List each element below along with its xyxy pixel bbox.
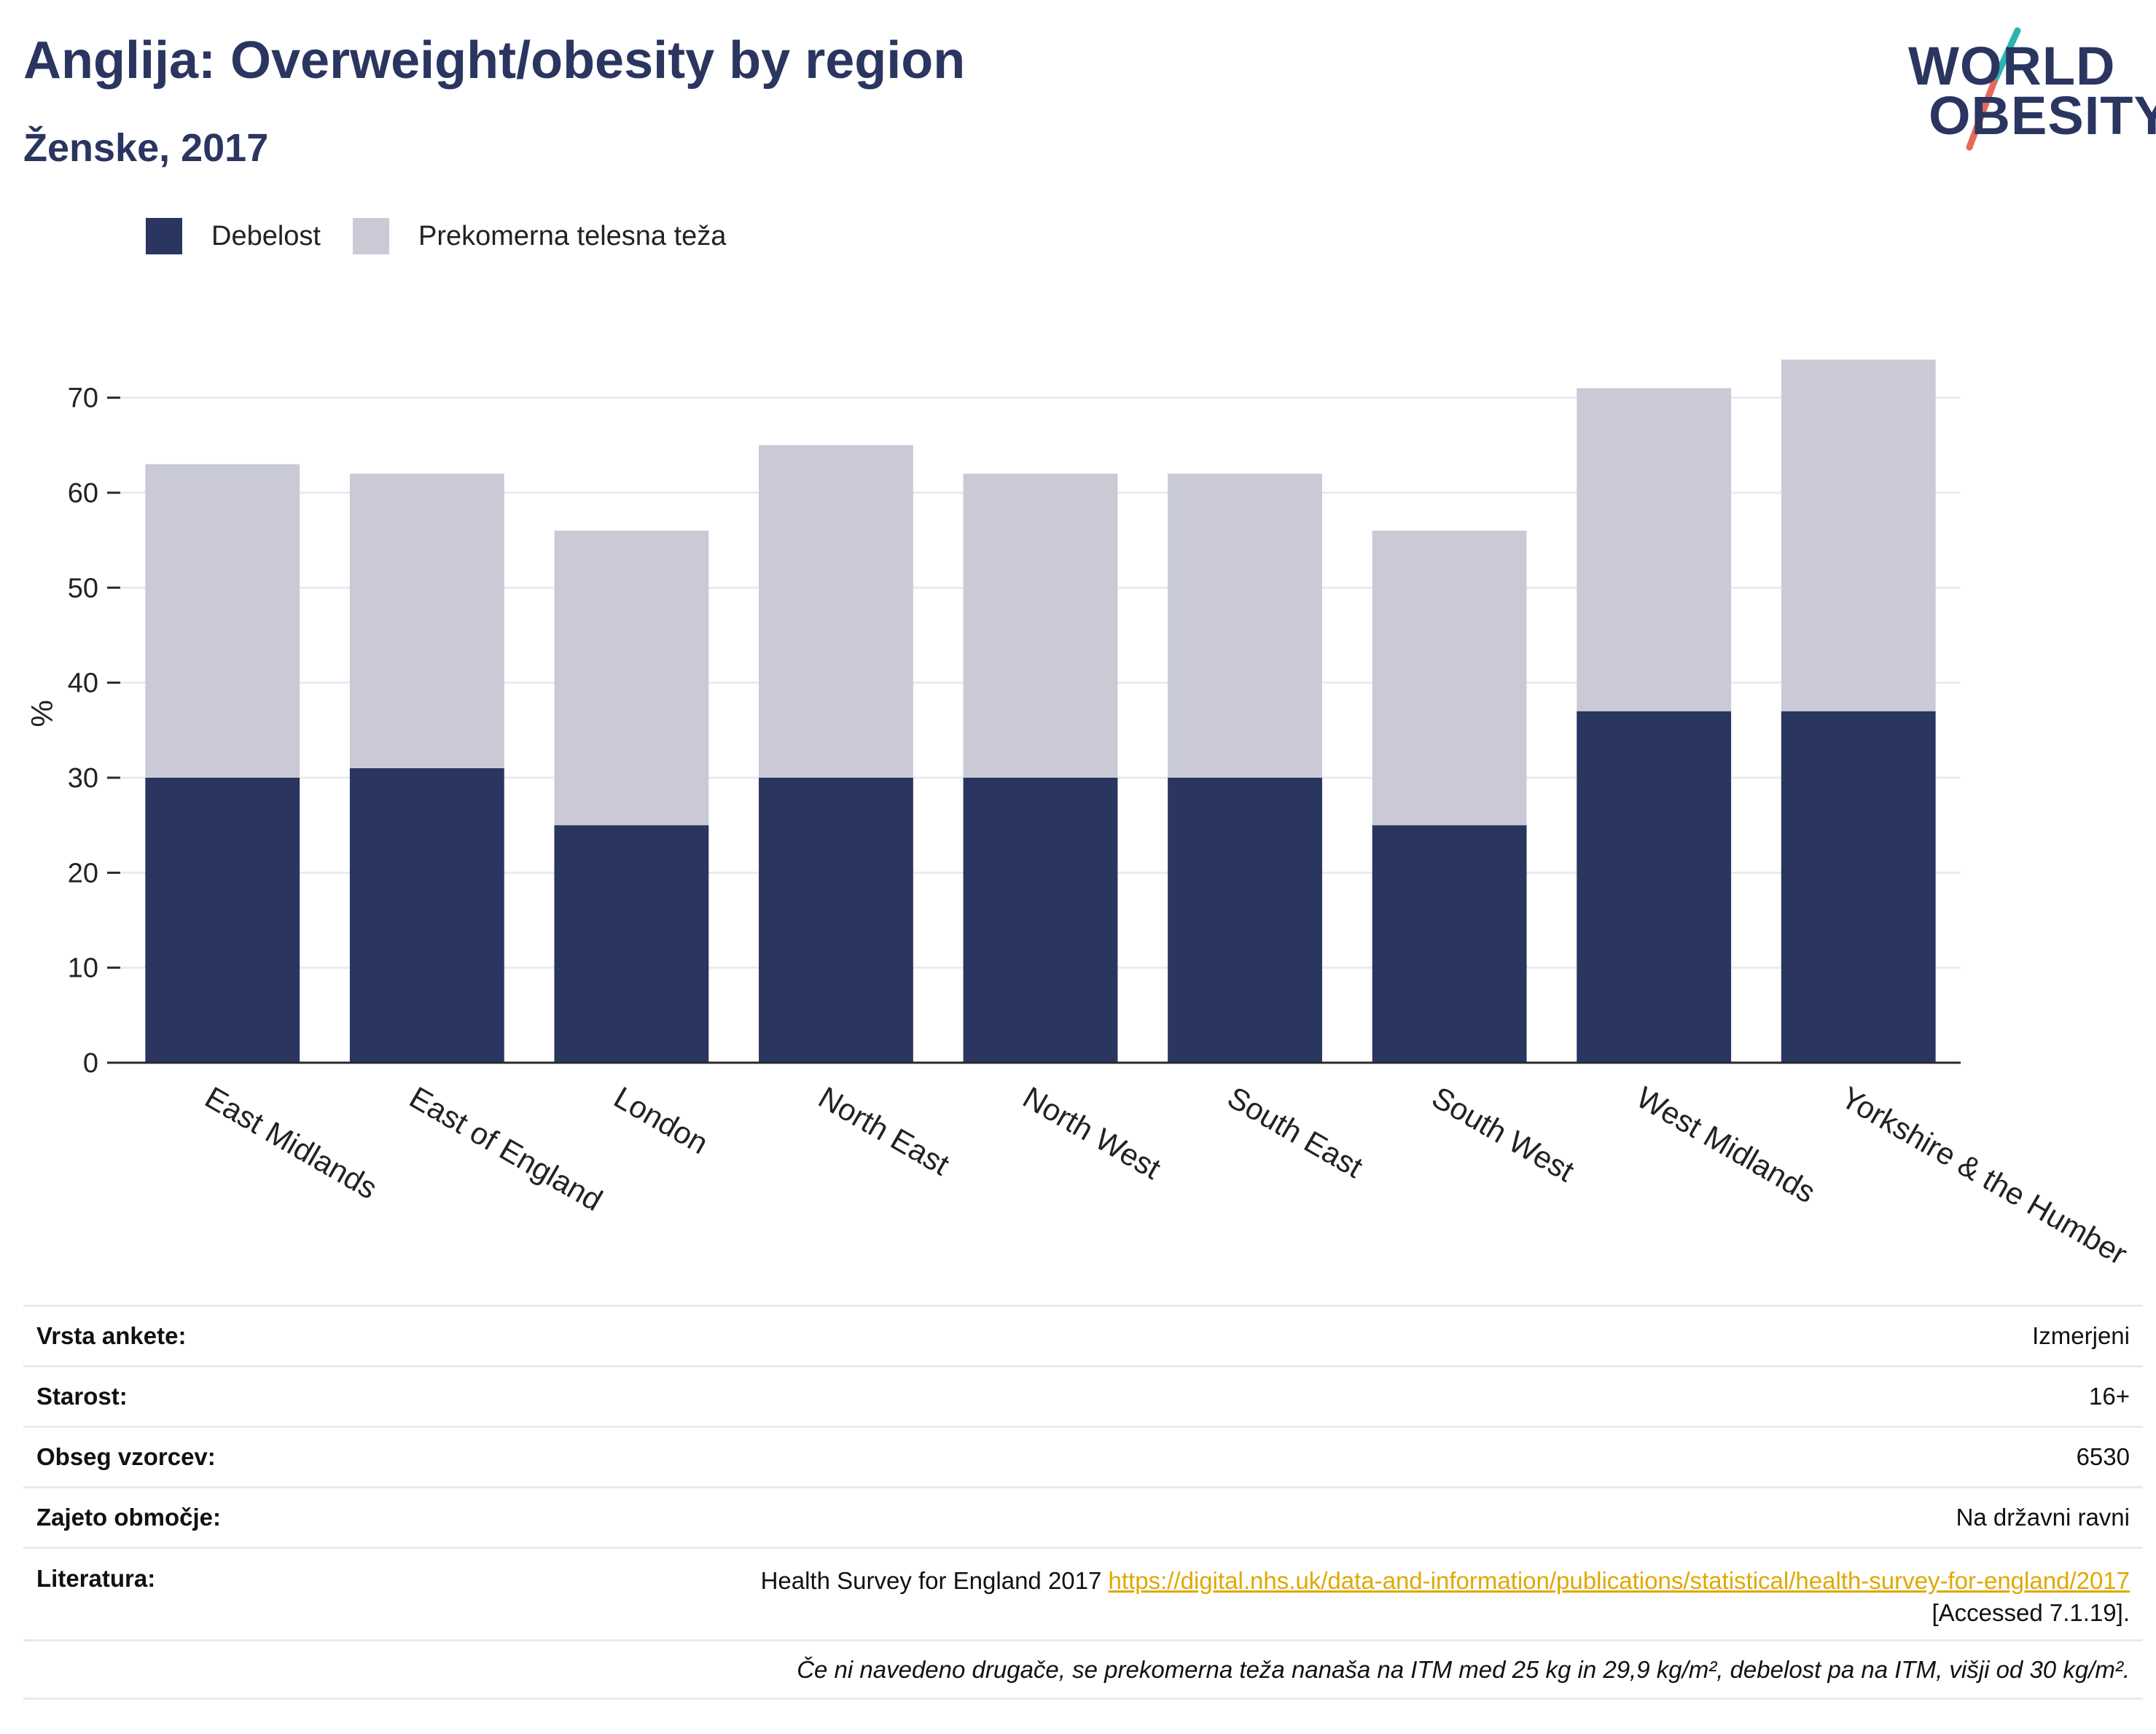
x-tick-label: North West <box>1018 1079 1167 1186</box>
bar-obesity <box>759 777 913 1063</box>
y-tick-label: 50 <box>68 573 98 604</box>
bar-obesity <box>145 777 300 1063</box>
literature-link[interactable]: https://digital.nhs.uk/data-and-informat… <box>1108 1567 2130 1594</box>
info-row-literature: Literatura: Health Survey for England 20… <box>23 1547 2143 1639</box>
logo-slash-icon <box>1966 27 2021 151</box>
y-axis-label: % <box>25 700 59 727</box>
info-key: Obseg vzorcev: <box>36 1443 216 1470</box>
info-value: Izmerjeni <box>2032 1322 2130 1349</box>
x-tick-label: West Midlands <box>1630 1079 1821 1209</box>
legend-label-overweight: Prekomerna telesna teža <box>418 220 727 251</box>
info-row-note: Če ni navedeno drugače, se prekomerna te… <box>23 1639 2143 1700</box>
info-value: 6530 <box>2076 1443 2130 1470</box>
info-table: Vrsta ankete: Izmerjeni Starost: 16+ Obs… <box>23 1305 2143 1700</box>
y-tick-label: 70 <box>68 383 98 414</box>
chart-subtitle: Ženske, 2017 <box>23 126 269 170</box>
bar-obesity <box>1372 825 1527 1063</box>
legend-swatch-obesity <box>146 218 182 254</box>
chart-title: Anglija: Overweight/obesity by region <box>23 31 966 90</box>
literature-accessed: [Accessed 7.1.19]. <box>1932 1599 2130 1626</box>
bar-obesity <box>349 768 504 1063</box>
y-tick-label: 20 <box>68 858 98 889</box>
y-tick-label: 60 <box>68 478 98 509</box>
info-value: Na državni ravni <box>1956 1504 2130 1531</box>
bar-obesity <box>1577 711 1732 1063</box>
legend-swatch-overweight <box>352 218 389 254</box>
x-tick-label: East Midlands <box>200 1079 383 1206</box>
bar-obesity <box>963 777 1118 1063</box>
bar-overweight <box>963 473 1118 778</box>
bar-overweight <box>349 473 504 768</box>
bar-overweight <box>1577 388 1732 711</box>
bar-overweight <box>759 445 913 778</box>
legend-item-obesity[interactable]: Debelost <box>146 218 321 254</box>
info-value: 16+ <box>2089 1383 2130 1410</box>
bar-overweight <box>554 531 709 826</box>
info-row-area: Zajeto območje: Na državni ravni <box>23 1486 2143 1547</box>
info-key: Zajeto območje: <box>36 1504 222 1531</box>
bar-overweight <box>145 464 300 778</box>
chart-legend: Debelost Prekomerna telesna teža <box>146 217 758 255</box>
bar-obesity <box>554 825 709 1063</box>
logo-word-world: WORLD <box>1908 36 2116 96</box>
bar-obesity <box>1168 777 1322 1063</box>
y-tick-label: 40 <box>68 668 98 699</box>
logo-word-obesity: OBESITY <box>1929 85 2156 146</box>
x-tick-label: North East <box>813 1079 956 1182</box>
info-key: Literatura: <box>36 1565 156 1592</box>
bar-obesity <box>1781 711 1936 1063</box>
info-row-survey-type: Vrsta ankete: Izmerjeni <box>23 1305 2143 1365</box>
info-key: Starost: <box>36 1383 128 1410</box>
y-tick-label: 30 <box>68 763 98 794</box>
bar-overweight <box>1781 359 1936 711</box>
x-tick-label: East of England <box>404 1079 608 1217</box>
info-key: Vrsta ankete: <box>36 1322 187 1349</box>
bar-overweight <box>1168 473 1322 778</box>
definition-note: Če ni navedeno drugače, se prekomerna te… <box>797 1655 2130 1683</box>
x-tick-label: South West <box>1426 1079 1580 1188</box>
y-tick-label: 10 <box>68 953 98 984</box>
literature-value: Health Survey for England 2017 https://d… <box>761 1565 2130 1629</box>
bar-chart: 0 10 20 30 40 50 60 70% East Midlands East of Eng… <box>25 359 2133 1271</box>
x-tick-label: South East <box>1222 1079 1369 1184</box>
legend-item-overweight[interactable]: Prekomerna telesna teža <box>352 218 727 254</box>
info-row-sample-size: Obseg vzorcev: 6530 <box>23 1426 2143 1486</box>
x-tick-label: Yorkshire & the Humber <box>1835 1079 2133 1271</box>
legend-label-obesity: Debelost <box>211 220 321 251</box>
y-tick-label: 0 <box>83 1048 98 1079</box>
world-obesity-logo: WORLD OBESITY <box>1908 22 2156 153</box>
info-row-age: Starost: 16+ <box>23 1365 2143 1426</box>
bar-overweight <box>1372 531 1527 826</box>
literature-text: Health Survey for England 2017 <box>760 1567 1102 1594</box>
x-tick-label: London <box>609 1079 714 1160</box>
